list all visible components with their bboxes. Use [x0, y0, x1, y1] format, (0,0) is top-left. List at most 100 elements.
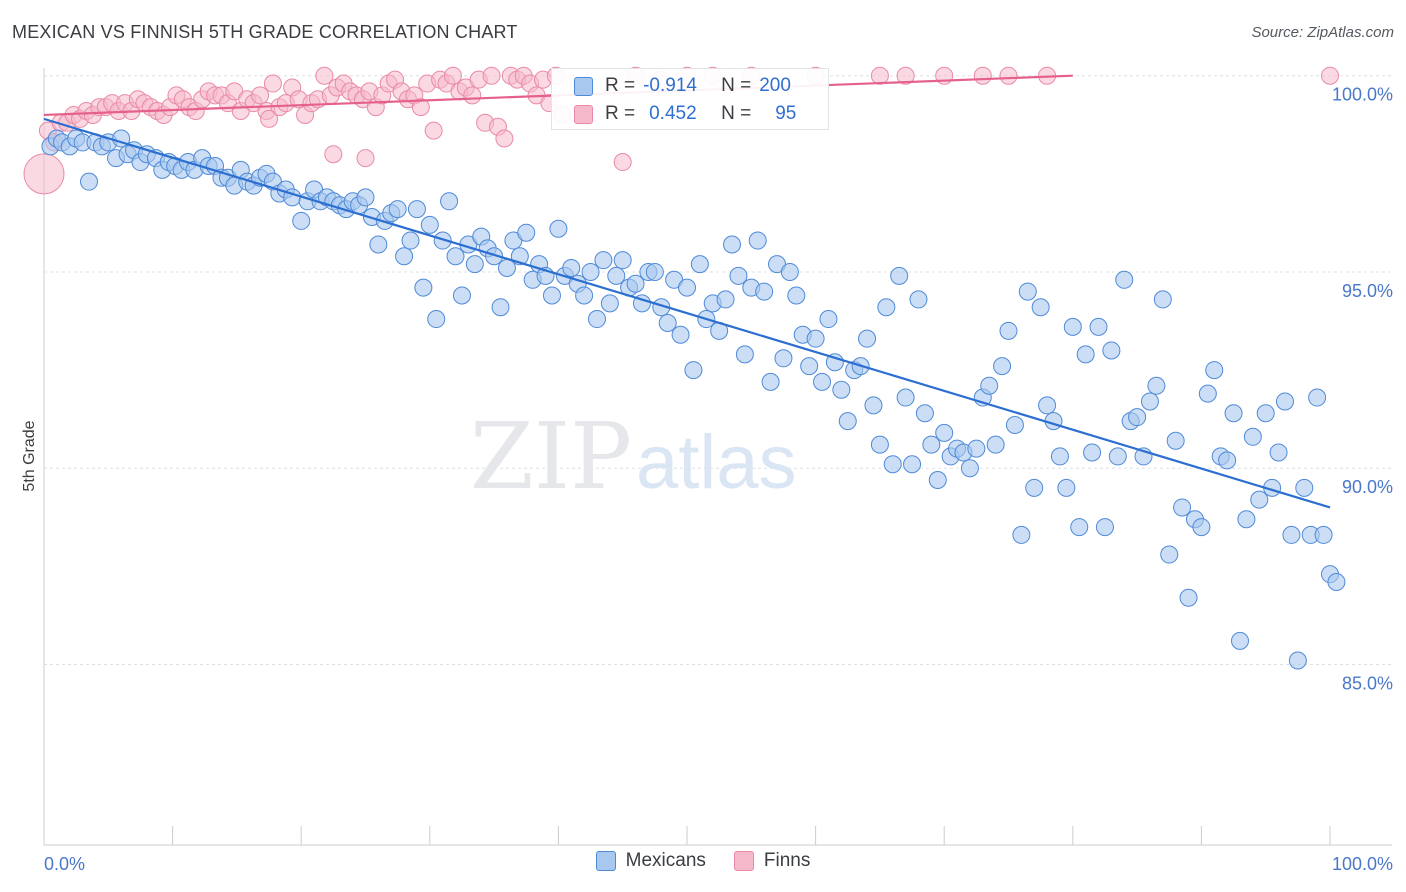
mexicans-point: [787, 286, 806, 305]
mexicans-point: [562, 259, 581, 278]
mexicans-point: [1108, 447, 1127, 466]
finns-point: [1321, 66, 1339, 85]
mexicans-point: [1012, 525, 1031, 544]
mexicans-point: [581, 262, 600, 281]
mexicans-point: [446, 247, 465, 266]
y-tick-label: 100.0%: [1332, 85, 1393, 105]
mexicans-point: [915, 404, 934, 423]
mexicans-point: [1243, 427, 1262, 446]
legend-item-mexicans[interactable]: Mexicans: [595, 850, 706, 872]
mexicans-point: [80, 172, 99, 191]
mexicans-point: [485, 247, 504, 266]
mexicans-point: [491, 298, 510, 317]
stats-row-finns: R = 0.452 N = 95: [574, 101, 796, 127]
mexicans-point: [928, 470, 947, 489]
mexicans-point: [1314, 525, 1333, 544]
mexicans-point: [645, 262, 664, 281]
mexicans-swatch: [574, 76, 593, 96]
watermark-atlas: atlas: [636, 420, 797, 505]
mexicans-point: [748, 231, 767, 250]
r-label: R =: [605, 103, 636, 124]
finns-point: [260, 109, 279, 128]
mexicans-point: [761, 372, 780, 391]
mexicans-point: [607, 266, 626, 285]
x-tick-label-min: 0.0%: [44, 854, 85, 874]
mexicans-point: [967, 439, 986, 458]
mexicans-point: [832, 380, 851, 399]
mexicans-point: [1050, 447, 1069, 466]
mexicans-point: [813, 372, 832, 391]
mexicans-point: [420, 215, 439, 234]
stats-row-mexicans: R = -0.914 N = 200: [574, 73, 791, 99]
mexicans-point: [883, 455, 902, 474]
mexicans-point: [1295, 478, 1314, 497]
y-axis-label: 5th Grade: [21, 420, 38, 491]
mexicans-point: [735, 345, 754, 364]
legend-item-finns[interactable]: Finns: [733, 850, 810, 872]
finns-point: [443, 66, 462, 85]
n-value: 95: [775, 103, 797, 124]
mexicans-point: [780, 262, 799, 281]
mexicans-point: [414, 278, 433, 297]
mexicans-point: [1005, 416, 1024, 435]
mexicans-point: [1308, 388, 1327, 407]
mexicans-point: [723, 235, 742, 254]
mexicans-point: [825, 353, 844, 372]
mexicans-point: [292, 211, 311, 230]
mexicans-point: [909, 290, 928, 309]
mexicans-point: [1083, 443, 1102, 462]
mexicans-point: [755, 282, 774, 301]
mexicans-point: [806, 329, 825, 348]
mexicans-point: [1230, 631, 1249, 650]
finns-point: [263, 74, 282, 93]
finns-point: [896, 66, 915, 85]
mexicans-point: [1070, 518, 1089, 537]
mexicans-point: [587, 310, 606, 329]
finns-point: [324, 145, 343, 164]
mexicans-point: [658, 313, 677, 332]
mexicans-point: [716, 290, 735, 309]
mexicans-point: [369, 235, 388, 254]
mexicans-point: [427, 310, 446, 329]
mexicans-point: [1076, 345, 1095, 364]
mexicans-point: [986, 435, 1005, 454]
mexicans-point: [1179, 588, 1198, 607]
mexicans-point: [1250, 490, 1269, 509]
mexicans-point: [1282, 525, 1301, 544]
watermark-zip: ZIP: [470, 403, 632, 510]
mexicans-point: [440, 192, 459, 211]
mexicans-point: [626, 274, 645, 293]
mexicans-point: [1205, 361, 1224, 380]
mexicans-point: [678, 278, 696, 297]
mexicans-point: [1192, 518, 1211, 537]
mexicans-point: [800, 357, 819, 376]
mexicans-point: [1237, 510, 1256, 529]
mexicans-point: [1160, 545, 1179, 564]
mexicans-point: [1198, 384, 1217, 403]
mexicans-point: [1275, 392, 1294, 411]
finns-point: [251, 86, 270, 105]
r-label: R =: [605, 75, 636, 96]
legend-label-mexicans: Mexicans: [625, 850, 706, 871]
mexicans-point: [1140, 392, 1159, 411]
mexicans-point: [594, 251, 613, 270]
y-tick-label: 85.0%: [1342, 673, 1393, 693]
mexicans-point: [1147, 376, 1166, 395]
mexicans-point: [890, 266, 909, 285]
mexicans-point: [517, 223, 536, 242]
mexicans-point: [1031, 298, 1050, 317]
mexicans-point: [1057, 478, 1076, 497]
r-value: -0.914: [643, 75, 697, 96]
mexicans-point: [690, 255, 709, 274]
mexicans-point: [1115, 270, 1134, 289]
mexicans-point: [542, 286, 561, 305]
mexicans-point: [858, 329, 877, 348]
finns-point: [973, 66, 992, 85]
mexicans-point: [1288, 651, 1307, 670]
r-value: 0.452: [649, 103, 697, 124]
y-tick-label: 95.0%: [1342, 281, 1393, 301]
mexicans-point: [729, 266, 748, 285]
chart-title: MEXICAN VS FINNISH 5TH GRADE CORRELATION…: [12, 22, 518, 42]
finns-point: [411, 98, 430, 117]
n-label: N =: [721, 103, 752, 124]
